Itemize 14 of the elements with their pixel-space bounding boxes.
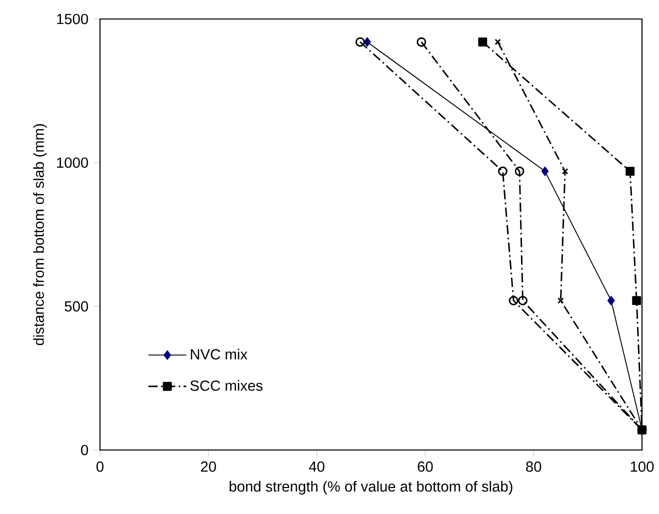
- x-axis-title: bond strength (% of value at bottom of slab): [230, 480, 512, 495]
- x-tick-label: 0: [96, 461, 104, 472]
- x-tick-label: 40: [308, 461, 324, 472]
- x-tick-label: 20: [200, 461, 216, 472]
- y-tick-label: 1500: [57, 14, 88, 24]
- y-tick-label: 500: [64, 301, 88, 312]
- x-tick-label: 80: [526, 461, 542, 472]
- y-tick-label: 1000: [57, 157, 88, 168]
- y-axis-title: distance from bottom of slab (mm): [33, 124, 47, 346]
- x-tick-label: 60: [418, 461, 433, 472]
- legend-label: SCC mixes: [190, 380, 262, 391]
- y-tick-label: 0: [81, 444, 88, 456]
- legend-label: NVC mix: [190, 348, 248, 360]
- x-tick-label: 100: [630, 461, 654, 472]
